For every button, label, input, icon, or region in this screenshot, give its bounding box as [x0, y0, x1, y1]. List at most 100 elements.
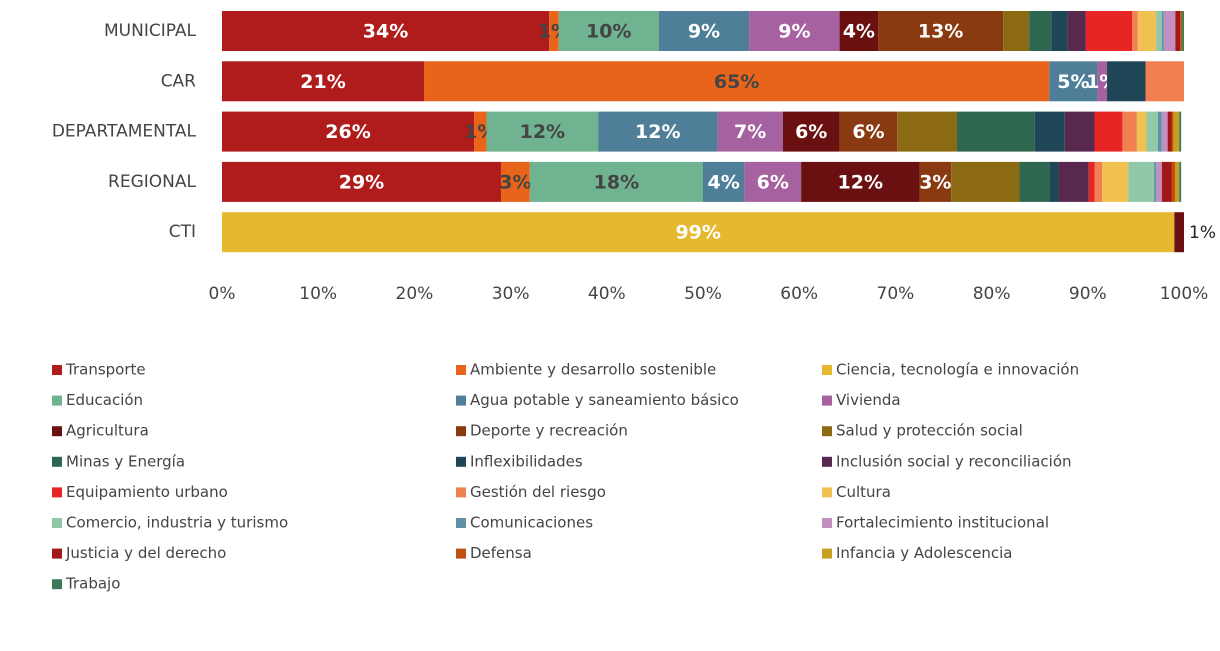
bar-segment — [1003, 11, 1030, 51]
legend-swatch — [822, 548, 832, 559]
legend-label: Fortalecimiento institucional — [836, 514, 1049, 532]
bar-segment — [474, 111, 487, 152]
legend-swatch — [456, 426, 466, 437]
value-label: 7% — [734, 121, 766, 143]
bar-segment — [1174, 212, 1184, 253]
bar-segment — [1154, 161, 1157, 202]
legend-label: Agricultura — [66, 422, 149, 440]
legend-swatch — [456, 548, 466, 559]
bar-segment — [1145, 61, 1184, 102]
bar-segment — [500, 161, 530, 202]
legend-label: Transporte — [65, 361, 146, 379]
legend-swatch — [52, 579, 62, 590]
bar-segment — [1173, 111, 1180, 152]
value-label: 18% — [594, 171, 639, 193]
bar-segment — [1058, 161, 1089, 202]
value-label: 10% — [586, 21, 631, 43]
legend-swatch — [822, 456, 832, 467]
legend-swatch — [456, 456, 466, 467]
bar-segment — [1171, 111, 1174, 152]
legend-swatch — [52, 456, 62, 467]
bar-segment — [558, 11, 659, 51]
bar-segment — [549, 11, 559, 51]
x-tick-label: 0% — [209, 284, 236, 304]
legend-swatch — [52, 518, 62, 528]
value-label: 12% — [635, 121, 680, 143]
legend-label: Deporte y recreación — [470, 422, 628, 440]
bar-segment — [956, 111, 1035, 152]
value-label: 12% — [520, 121, 565, 143]
category-label: REGIONAL — [108, 172, 196, 192]
bar-segment — [1102, 161, 1129, 202]
value-label: 3% — [499, 171, 531, 193]
bar-segment — [1179, 161, 1182, 202]
x-tick-label: 70% — [877, 284, 915, 304]
value-label: 26% — [325, 121, 370, 143]
x-tick-label: 60% — [780, 284, 818, 304]
bar-segment — [1167, 111, 1172, 152]
bar-segment — [1180, 11, 1183, 51]
legend-swatch — [456, 365, 466, 375]
bar-segment — [801, 161, 920, 202]
bar-segment — [703, 161, 745, 202]
bar-segment — [1136, 111, 1147, 152]
bar-segment — [1051, 11, 1068, 51]
bar-segment — [1175, 161, 1180, 202]
legend-swatch — [52, 487, 62, 498]
value-label: 13% — [918, 21, 963, 43]
legend-swatch — [822, 518, 832, 528]
value-label: 6% — [795, 121, 827, 143]
bar-segment — [222, 11, 550, 51]
bar-segment — [658, 11, 750, 51]
value-label: 6% — [852, 121, 884, 143]
bar-segment — [1019, 161, 1050, 202]
legend-swatch — [52, 365, 62, 375]
value-label: 6% — [757, 171, 789, 193]
bar-segment — [839, 111, 898, 152]
bar-segment — [1107, 61, 1146, 102]
bar-segment — [717, 111, 783, 152]
bar-segment — [1097, 61, 1108, 102]
legend-label: Educación — [66, 391, 143, 409]
legend-label: Comercio, industria y turismo — [66, 514, 288, 532]
bar-segment — [598, 111, 718, 152]
value-label: 4% — [843, 21, 875, 43]
legend-swatch — [52, 426, 62, 437]
value-label: 5% — [1057, 71, 1089, 93]
legend-label: Infancia y Adolescencia — [836, 544, 1012, 562]
bar-segment — [222, 61, 425, 102]
value-label: 4% — [708, 171, 740, 193]
bar-segment — [424, 61, 1050, 102]
bar-segment — [1161, 161, 1172, 202]
bar-segment — [1034, 111, 1065, 152]
bar-segment — [744, 161, 802, 202]
bar-segment — [951, 161, 1020, 202]
legend-label: Justicia y del derecho — [65, 544, 226, 562]
bar-segment — [1179, 111, 1182, 152]
legend-swatch — [456, 518, 466, 528]
legend-label: Gestión del riesgo — [470, 483, 606, 501]
legend-label: Salud y protección social — [836, 422, 1023, 440]
legend-label: Inclusión social y reconciliación — [836, 452, 1072, 470]
bar-segment — [1171, 161, 1176, 202]
bar-segment — [1128, 161, 1155, 202]
x-tick-label: 10% — [299, 284, 337, 304]
x-tick-label: 80% — [973, 284, 1011, 304]
legend-label: Ambiente y desarrollo sostenible — [470, 361, 716, 379]
value-label: 34% — [363, 21, 408, 43]
legend-swatch — [456, 487, 466, 498]
bar-segment — [1146, 111, 1159, 152]
value-label: 9% — [688, 21, 720, 43]
bar-segment — [919, 161, 952, 202]
bar-segment — [1064, 111, 1095, 152]
bar-segment — [1156, 161, 1162, 202]
bar-segment — [1085, 11, 1133, 51]
legend-label: Agua potable y saneamiento básico — [470, 391, 739, 409]
x-tick-label: 20% — [396, 284, 434, 304]
legend-swatch — [822, 426, 832, 437]
legend-label: Trabajo — [65, 575, 120, 593]
bar-segment — [1158, 111, 1162, 152]
bar-segment — [749, 11, 840, 51]
bar-segment — [1088, 161, 1095, 202]
